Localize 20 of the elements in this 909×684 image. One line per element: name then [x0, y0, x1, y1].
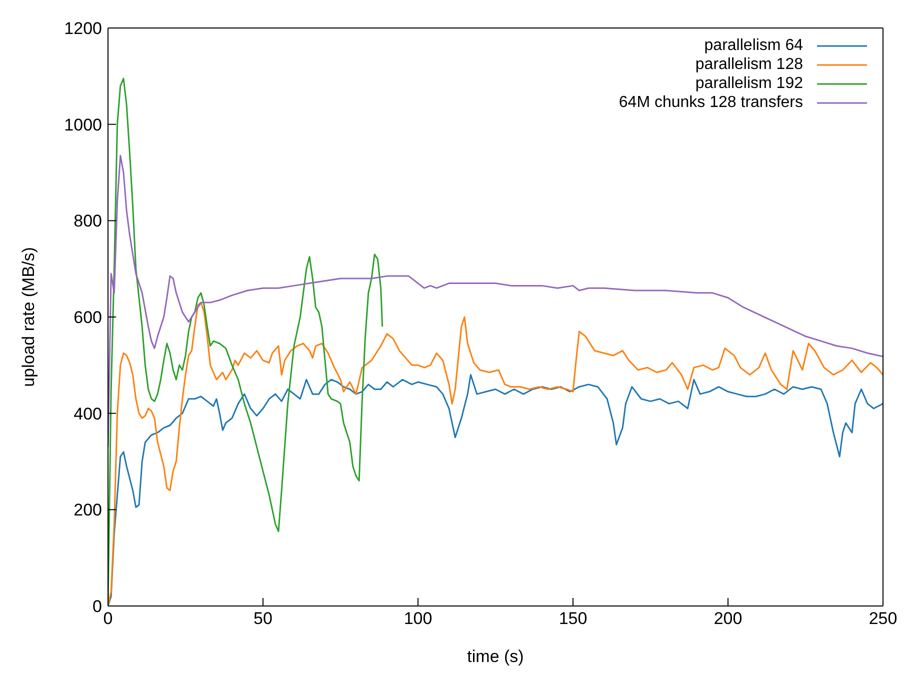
line-series: [108, 78, 384, 606]
x-tick-label: 100: [404, 609, 432, 628]
legend-label: parallelism 64: [704, 36, 803, 54]
y-tick-label: 0: [92, 597, 102, 616]
x-tick-label: 50: [254, 609, 272, 628]
y-tick-label: 1000: [64, 115, 102, 134]
line-series: [108, 154, 883, 448]
y-tick-label: 1200: [64, 19, 102, 38]
legend-label: parallelism 192: [695, 74, 803, 92]
legend-label: parallelism 128: [695, 56, 803, 74]
x-axis-title: time (s): [467, 647, 524, 666]
y-tick-label: 800: [74, 212, 102, 231]
legend-label: 64M chunks 128 transfers: [618, 94, 803, 112]
x-tick-label: 250: [868, 609, 898, 628]
y-tick-label: 400: [74, 404, 102, 424]
x-tick-label: 200: [714, 609, 742, 628]
y-tick-label: 200: [74, 500, 102, 520]
y-axis-title: upload rate (MB/s): [19, 247, 38, 387]
x-tick-label: 150: [558, 609, 588, 628]
y-tick-label: 600: [74, 308, 102, 328]
